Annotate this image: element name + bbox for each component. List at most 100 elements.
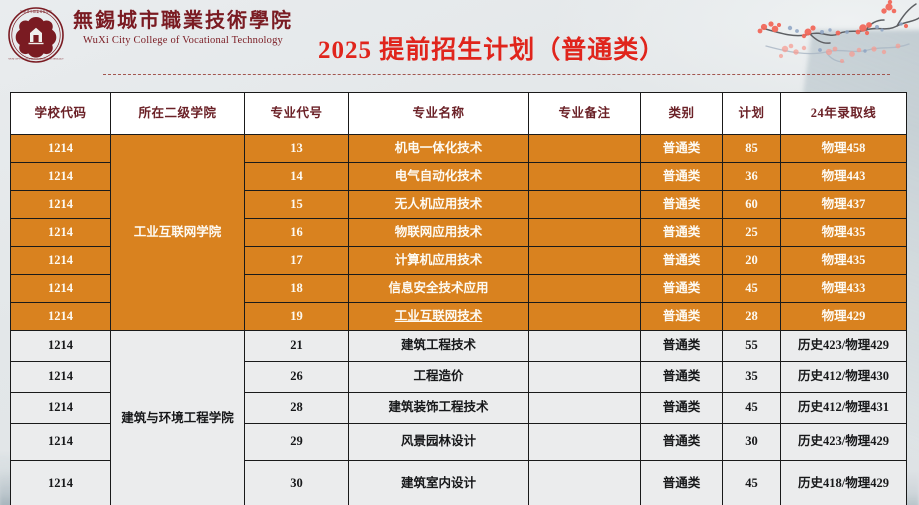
cell-plan: 28 xyxy=(722,302,781,331)
cell-major-code: 13 xyxy=(244,134,349,163)
table-body: 1214 工业互联网学院 13 机电一体化技术 普通类 85 物理458 1214 14 电气自动… xyxy=(10,134,907,505)
cell-category: 普通类 xyxy=(640,392,723,424)
cell-major-name: 物联网应用技术 xyxy=(348,218,529,247)
table-row: 1214 14 电气自动化技术 普通类 36 物理443 xyxy=(10,162,907,191)
cell-category: 普通类 xyxy=(640,162,723,191)
cell-major-name: 风景园林设计 xyxy=(348,423,529,461)
cell-major-name: 建筑室内设计 xyxy=(348,460,529,505)
cell-remark xyxy=(528,330,641,362)
cell-major-name: 电气自动化技术 xyxy=(348,162,529,191)
table-row: 1214 19 工业互联网技术 普通类 28 物理429 xyxy=(10,302,907,331)
table-header: 学校代码 所在二级学院 专业代号 专业名称 专业备注 类别 计划 24年录取线 xyxy=(10,92,907,135)
cell-college: 建筑与环境工程学院 xyxy=(110,330,245,505)
cell-school-code: 1214 xyxy=(10,134,111,163)
cell-category: 普通类 xyxy=(640,190,723,219)
cell-college: 工业互联网学院 xyxy=(110,134,245,331)
cell-category: 普通类 xyxy=(640,423,723,461)
cell-major-name: 工程造价 xyxy=(348,361,529,393)
cell-remark xyxy=(528,302,641,331)
column-header-major-name: 专业名称 xyxy=(348,92,529,135)
cell-plan: 36 xyxy=(722,162,781,191)
cell-school-code: 1214 xyxy=(10,392,111,424)
cell-category: 普通类 xyxy=(640,274,723,303)
column-header-major-code: 专业代号 xyxy=(244,92,349,135)
cell-major-name: 机电一体化技术 xyxy=(348,134,529,163)
cell-remark xyxy=(528,392,641,424)
cell-score-line: 历史423/物理429 xyxy=(780,423,907,461)
cell-remark xyxy=(528,190,641,219)
cell-major-code: 29 xyxy=(244,423,349,461)
page-header: 無 錫 城 市 職 業 技 術 學 院 WUXI CITY COLLEGE OF… xyxy=(0,0,919,90)
brand-name-cn: 無錫城市職業技術學院 xyxy=(73,10,293,32)
table-row: 1214 建筑与环境工程学院 21 建筑工程技术 普通类 55 历史423/物理429 xyxy=(10,330,907,505)
table-row: 1214 30 建筑室内设计 普通类 45 历史418/物理429 xyxy=(10,460,907,505)
cell-plan: 55 xyxy=(722,330,781,362)
cell-plan: 25 xyxy=(722,218,781,247)
university-seal-icon: 無 錫 城 市 職 業 技 術 學 院 WUXI CITY COLLEGE OF… xyxy=(7,6,65,64)
cell-major-code: 19 xyxy=(244,302,349,331)
cell-school-code: 1214 xyxy=(10,274,111,303)
cell-major-code: 28 xyxy=(244,392,349,424)
cell-plan: 45 xyxy=(722,460,781,505)
cell-major-code: 17 xyxy=(244,246,349,275)
cell-plan: 45 xyxy=(722,392,781,424)
cell-school-code: 1214 xyxy=(10,190,111,219)
cell-score-line: 物理443 xyxy=(780,162,907,191)
cell-major-name: 建筑装饰工程技术 xyxy=(348,392,529,424)
cell-score-line: 历史418/物理429 xyxy=(780,460,907,505)
cell-category: 普通类 xyxy=(640,460,723,505)
cell-plan: 85 xyxy=(722,134,781,163)
cell-category: 普通类 xyxy=(640,134,723,163)
brand-name-en: WuXi City College of Vocational Technolo… xyxy=(82,35,283,46)
cell-score-line: 物理435 xyxy=(780,246,907,275)
cell-category: 普通类 xyxy=(640,302,723,331)
svg-text:WUXI CITY COLLEGE OF VOCATIONA: WUXI CITY COLLEGE OF VOCATIONAL TECHNOLO… xyxy=(8,57,64,60)
cell-major-name: 信息安全技术应用 xyxy=(348,274,529,303)
admission-plan-table: 学校代码 所在二级学院 专业代号 专业名称 专业备注 类别 计划 24年录取线 … xyxy=(10,92,907,505)
cell-school-code: 1214 xyxy=(10,460,111,505)
cell-plan: 30 xyxy=(722,423,781,461)
cell-major-name: 计算机应用技术 xyxy=(348,246,529,275)
table-row: 1214 16 物联网应用技术 普通类 25 物理435 xyxy=(10,218,907,247)
cell-remark xyxy=(528,274,641,303)
column-header-category: 类别 xyxy=(640,92,723,135)
cell-major-code: 15 xyxy=(244,190,349,219)
cell-school-code: 1214 xyxy=(10,218,111,247)
table-row: 1214 工业互联网学院 13 机电一体化技术 普通类 85 物理458 xyxy=(10,134,907,331)
cell-remark xyxy=(528,460,641,505)
cell-plan: 45 xyxy=(722,274,781,303)
column-header-school-code: 学校代码 xyxy=(10,92,111,135)
column-header-college: 所在二级学院 xyxy=(110,92,245,135)
cell-major-code: 30 xyxy=(244,460,349,505)
table-row: 1214 18 信息安全技术应用 普通类 45 物理433 xyxy=(10,274,907,303)
cell-school-code: 1214 xyxy=(10,423,111,461)
cell-score-line: 物理435 xyxy=(780,218,907,247)
svg-text:無 錫 城 市 職 業 技 術 學 院: 無 錫 城 市 職 業 技 術 學 院 xyxy=(20,10,52,14)
cell-score-line: 历史423/物理429 xyxy=(780,330,907,362)
cell-major-code: 16 xyxy=(244,218,349,247)
cell-major-name: 工业互联网技术 xyxy=(348,302,529,331)
column-header-score-line: 24年录取线 xyxy=(780,92,907,135)
cell-remark xyxy=(528,246,641,275)
cell-category: 普通类 xyxy=(640,246,723,275)
cell-plan: 35 xyxy=(722,361,781,393)
cell-remark xyxy=(528,162,641,191)
table-row: 1214 17 计算机应用技术 普通类 20 物理435 xyxy=(10,246,907,275)
cell-school-code: 1214 xyxy=(10,246,111,275)
cell-major-name: 建筑工程技术 xyxy=(348,330,529,362)
brand-block: 無錫城市職業技術學院 WuXi City College of Vocation… xyxy=(68,9,298,46)
cell-major-code: 21 xyxy=(244,330,349,362)
cell-score-line: 历史412/物理430 xyxy=(780,361,907,393)
cell-remark xyxy=(528,218,641,247)
cell-plan: 20 xyxy=(722,246,781,275)
cell-category: 普通类 xyxy=(640,218,723,247)
cell-school-code: 1214 xyxy=(10,162,111,191)
cell-major-code: 14 xyxy=(244,162,349,191)
cell-score-line: 物理458 xyxy=(780,134,907,163)
cell-score-line: 物理433 xyxy=(780,274,907,303)
cell-major-code: 18 xyxy=(244,274,349,303)
header-divider xyxy=(103,74,890,75)
cell-plan: 60 xyxy=(722,190,781,219)
table-row: 1214 28 建筑装饰工程技术 普通类 45 历史412/物理431 xyxy=(10,392,907,424)
